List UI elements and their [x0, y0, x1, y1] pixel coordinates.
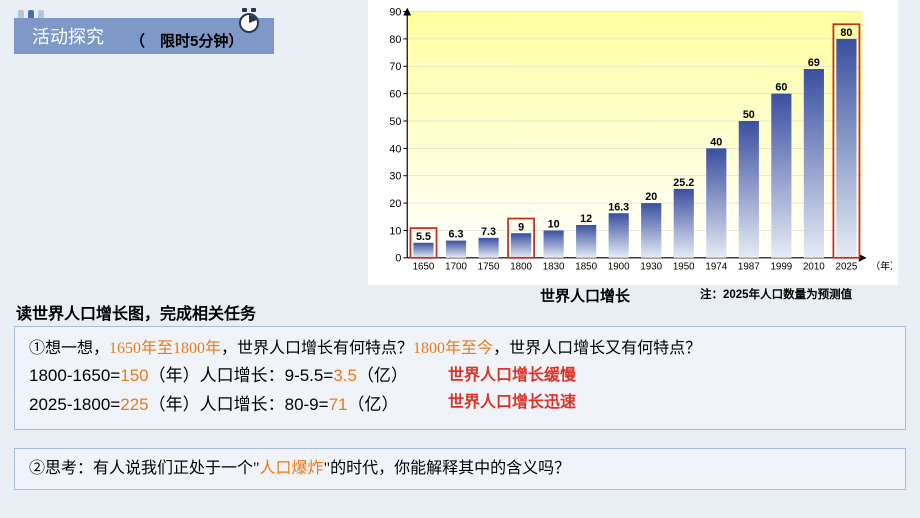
svg-text:69: 69 [808, 57, 820, 69]
svg-text:1900: 1900 [608, 262, 630, 273]
svg-text:20: 20 [389, 198, 401, 210]
c1b: 150 [120, 366, 148, 385]
svg-text:12: 12 [580, 213, 592, 225]
q1-prefix: ①想一想， [29, 340, 109, 357]
svg-text:50: 50 [743, 109, 755, 121]
timer-text: （ 限时5分钟） [130, 30, 243, 51]
svg-text:1999: 1999 [770, 262, 792, 273]
q1-answer1: 世界人口增长缓慢 [448, 362, 576, 389]
c2e: （亿） [347, 395, 398, 414]
q2-suffix: "的时代，你能解释其中的含义吗？ [324, 460, 571, 477]
svg-text:40: 40 [389, 143, 401, 155]
svg-text:80: 80 [840, 27, 852, 39]
c1e: （亿） [357, 366, 408, 385]
svg-text:2010: 2010 [803, 262, 825, 273]
chart-note: 注：2025年人口数量为预测值 [700, 286, 852, 302]
svg-text:0: 0 [395, 253, 401, 265]
svg-text:9: 9 [518, 221, 524, 233]
svg-text:1830: 1830 [543, 262, 565, 273]
q1-period1: 1650年至1800年 [109, 340, 221, 357]
svg-text:1750: 1750 [478, 262, 500, 273]
c2b: 225 [120, 395, 148, 414]
svg-text:5.5: 5.5 [416, 231, 431, 243]
bar-chart-svg: 0 10 20 30 40 50 60 70 80 90 5.5 1650 6.3 1700 7.3 1750… [374, 4, 892, 281]
svg-text:16.3: 16.3 [608, 201, 629, 213]
c1a: 1800-1650= [29, 366, 120, 385]
q1-prompt: ①想一想，1650年至1800年，世界人口增长有何特点？1800年至今，世界人口… [29, 335, 891, 362]
c1d: 3.5 [333, 366, 357, 385]
c1c: （年）人口增长：9-5.5= [149, 366, 334, 385]
svg-text:1650: 1650 [413, 262, 435, 273]
c2c: （年）人口增长：80-9= [149, 395, 329, 414]
q1-calc1: 1800-1650=150（年）人口增长：9-5.5=3.5（亿） [29, 362, 408, 391]
svg-text:10: 10 [389, 225, 401, 237]
svg-text:10: 10 [548, 219, 560, 231]
svg-text:60: 60 [775, 82, 787, 94]
svg-text:40: 40 [710, 136, 722, 148]
q2-keyword: 人口爆炸 [260, 460, 324, 477]
svg-text:20: 20 [645, 191, 657, 203]
q1-period2: 1800年至今 [413, 340, 493, 357]
svg-text:（年）: （年） [870, 260, 892, 273]
task-title: 读世界人口增长图，完成相关任务 [16, 300, 256, 324]
svg-text:1974: 1974 [705, 262, 727, 273]
population-chart: 0 10 20 30 40 50 60 70 80 90 5.5 1650 6.3 1700 7.3 1750… [368, 0, 898, 285]
c2a: 2025-1800= [29, 395, 120, 414]
chart-title: 世界人口增长 [540, 285, 630, 306]
q2-prefix: ②思考：有人说我们正处于一个" [29, 460, 260, 477]
q1-answer2: 世界人口增长迅速 [448, 389, 576, 416]
svg-text:90: 90 [389, 6, 401, 18]
svg-text:1700: 1700 [445, 262, 467, 273]
svg-text:30: 30 [389, 171, 401, 183]
svg-text:1930: 1930 [640, 262, 662, 273]
svg-text:50: 50 [389, 116, 401, 128]
svg-text:1950: 1950 [673, 262, 695, 273]
svg-text:1987: 1987 [738, 262, 760, 273]
question-1-box: ①想一想，1650年至1800年，世界人口增长有何特点？1800年至今，世界人口… [14, 326, 906, 430]
svg-text:1850: 1850 [575, 262, 597, 273]
svg-text:2025: 2025 [836, 262, 858, 273]
svg-text:6.3: 6.3 [449, 229, 464, 241]
activity-title: 活动探究 [32, 23, 104, 49]
svg-text:60: 60 [389, 89, 401, 101]
svg-text:70: 70 [389, 61, 401, 73]
c2d: 71 [329, 395, 348, 414]
q1-mid1: ，世界人口增长有何特点？ [221, 340, 413, 357]
q1-calc2: 2025-1800=225（年）人口增长：80-9=71（亿） [29, 391, 408, 420]
svg-text:25.2: 25.2 [673, 177, 694, 189]
question-2-box: ②思考：有人说我们正处于一个"人口爆炸"的时代，你能解释其中的含义吗？ [14, 448, 906, 490]
svg-text:1800: 1800 [510, 262, 532, 273]
svg-text:80: 80 [389, 34, 401, 46]
svg-text:7.3: 7.3 [481, 226, 496, 238]
q1-mid2: ，世界人口增长又有何特点？ [493, 340, 701, 357]
